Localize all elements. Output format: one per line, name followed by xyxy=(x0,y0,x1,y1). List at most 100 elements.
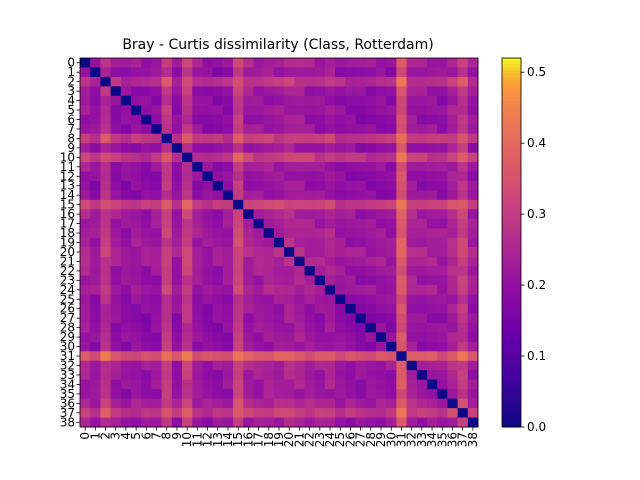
heatmap-cell xyxy=(202,171,214,182)
heatmap-cell xyxy=(151,152,163,163)
heatmap-cell xyxy=(202,199,214,210)
colorbar-segment xyxy=(502,153,521,157)
heatmap-cell xyxy=(202,389,214,400)
heatmap-cell xyxy=(396,247,407,258)
heatmap-cell xyxy=(284,190,295,201)
heatmap-cell xyxy=(396,209,407,220)
heatmap-cell xyxy=(447,124,458,135)
heatmap-cell xyxy=(386,408,397,418)
colorbar-segment xyxy=(502,82,521,87)
heatmap-cell xyxy=(386,389,397,400)
heatmap-cell xyxy=(141,209,152,220)
colorbar-segment xyxy=(502,325,521,330)
heatmap-cell xyxy=(396,95,407,106)
heatmap-cell xyxy=(110,379,122,390)
heatmap-cell xyxy=(416,171,428,182)
heatmap-cell xyxy=(253,341,265,352)
heatmap-cell xyxy=(365,256,377,267)
heatmap-cell xyxy=(100,105,112,116)
heatmap-cell xyxy=(324,389,336,400)
heatmap-cell xyxy=(253,237,265,248)
x-tick-label: 25 xyxy=(333,432,347,447)
heatmap-cell xyxy=(345,133,356,144)
heatmap-cell xyxy=(345,341,356,352)
heatmap-cell xyxy=(161,152,173,163)
heatmap-cell xyxy=(406,95,418,106)
colorbar-segment xyxy=(502,402,521,406)
heatmap-cell xyxy=(202,218,214,229)
heatmap-cell xyxy=(406,275,418,286)
heatmap-cell xyxy=(314,360,326,371)
heatmap-cell xyxy=(386,341,397,352)
heatmap-cell xyxy=(355,124,367,135)
heatmap-cell xyxy=(90,351,101,362)
heatmap-cell xyxy=(110,332,122,343)
heatmap-cell xyxy=(182,58,193,68)
heatmap-cell xyxy=(151,332,163,343)
heatmap-cell xyxy=(90,95,101,106)
heatmap-cell xyxy=(141,266,152,277)
heatmap-cell xyxy=(233,294,244,305)
heatmap-cell xyxy=(457,95,469,106)
heatmap-cell xyxy=(314,76,326,87)
heatmap-cell xyxy=(131,332,142,343)
y-tick-labels: 0123456789101112131415161718192021222324… xyxy=(60,56,80,429)
heatmap-cell xyxy=(233,199,244,210)
colorbar-tick-label: 0.5 xyxy=(527,65,546,79)
heatmap-cell xyxy=(284,124,295,135)
colorbar-segment xyxy=(502,316,521,320)
heatmap-cell xyxy=(396,171,407,182)
heatmap-cell xyxy=(141,370,152,381)
y-tick-label: 12 xyxy=(60,169,75,183)
heatmap-cell xyxy=(294,398,305,409)
heatmap-cell xyxy=(355,95,367,106)
colorbar-segment xyxy=(502,368,521,373)
heatmap-cell xyxy=(386,105,397,116)
heatmap-cell xyxy=(222,266,234,277)
heatmap-cell xyxy=(314,417,326,428)
heatmap-cell xyxy=(100,67,112,78)
heatmap-cell xyxy=(243,86,254,97)
heatmap-cell xyxy=(426,209,438,220)
heatmap-cell xyxy=(447,114,458,125)
heatmap-cell xyxy=(120,190,132,201)
colorbar-segment xyxy=(502,377,521,382)
heatmap-cell xyxy=(365,332,377,343)
y-tick-label: 25 xyxy=(60,292,75,306)
heatmap-cell xyxy=(202,398,214,409)
colorbar-segment xyxy=(502,399,521,403)
heatmap-cell xyxy=(273,58,285,68)
heatmap-cell xyxy=(437,332,448,343)
heatmap-cell xyxy=(304,398,316,409)
heatmap-cell xyxy=(192,408,203,418)
heatmap-cell xyxy=(120,237,132,248)
y-tick-label: 23 xyxy=(60,273,75,287)
heatmap-cell xyxy=(273,322,285,333)
heatmap-cell xyxy=(375,285,387,295)
heatmap-cell xyxy=(151,379,163,390)
heatmap-cell xyxy=(253,228,265,239)
colorbar-segment xyxy=(502,116,521,120)
heatmap-cell xyxy=(110,313,122,324)
heatmap-cell xyxy=(355,341,367,352)
heatmap-cell xyxy=(192,218,203,229)
heatmap-cell xyxy=(406,228,418,239)
heatmap-cell xyxy=(131,67,142,78)
heatmap-cell xyxy=(386,322,397,333)
heatmap-cell xyxy=(202,237,214,248)
heatmap-cell xyxy=(375,360,387,371)
heatmap-cell xyxy=(171,133,183,144)
heatmap-cell xyxy=(345,389,356,400)
heatmap-cell xyxy=(304,181,316,191)
heatmap-cell xyxy=(151,389,163,400)
heatmap-cell xyxy=(192,162,203,172)
heatmap-cell xyxy=(161,228,173,239)
heatmap-cell xyxy=(457,304,469,314)
heatmap-cell xyxy=(90,190,101,201)
heatmap-cell xyxy=(253,105,265,116)
heatmap-cell xyxy=(447,247,458,258)
heatmap-cell xyxy=(141,162,152,172)
y-tick-label: 19 xyxy=(60,236,75,250)
heatmap-cell xyxy=(396,332,407,343)
heatmap-cell xyxy=(304,152,316,163)
